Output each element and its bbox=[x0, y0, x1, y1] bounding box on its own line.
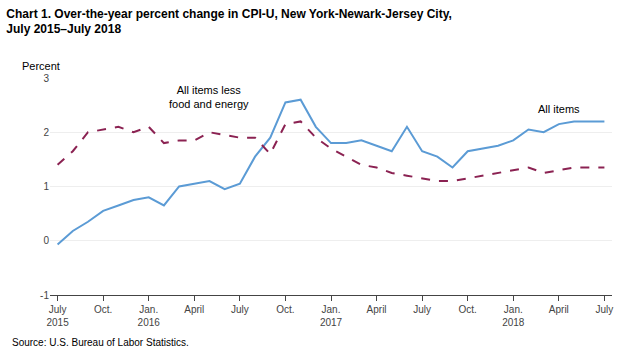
svg-text:All items lessfood and energy: All items lessfood and energy bbox=[169, 84, 249, 110]
svg-text:Jan.2017: Jan.2017 bbox=[320, 304, 343, 328]
svg-text:Jan.2016: Jan.2016 bbox=[138, 304, 161, 328]
svg-text:April: April bbox=[367, 304, 387, 315]
svg-text:All items: All items bbox=[538, 103, 580, 115]
svg-text:0: 0 bbox=[43, 235, 49, 246]
svg-text:July: July bbox=[596, 304, 614, 315]
svg-text:3: 3 bbox=[43, 73, 49, 84]
svg-text:Oct.: Oct. bbox=[276, 304, 294, 315]
svg-text:-1: -1 bbox=[40, 290, 49, 301]
svg-text:Chart 1. Over-the-year percent: Chart 1. Over-the-year percent change in… bbox=[6, 7, 452, 37]
svg-text:July: July bbox=[231, 304, 249, 315]
svg-text:July: July bbox=[413, 304, 431, 315]
svg-text:July2015: July2015 bbox=[46, 304, 69, 328]
svg-text:April: April bbox=[184, 304, 204, 315]
svg-text:Oct.: Oct. bbox=[459, 304, 477, 315]
svg-text:2: 2 bbox=[43, 127, 49, 138]
svg-text:Oct.: Oct. bbox=[94, 304, 112, 315]
svg-text:1: 1 bbox=[43, 181, 49, 192]
svg-text:April: April bbox=[549, 304, 569, 315]
svg-text:Jan.2018: Jan.2018 bbox=[502, 304, 525, 328]
svg-text:Source: U.S. Bureau of Labor S: Source: U.S. Bureau of Labor Statistics. bbox=[12, 337, 189, 348]
svg-text:Percent: Percent bbox=[22, 60, 60, 72]
